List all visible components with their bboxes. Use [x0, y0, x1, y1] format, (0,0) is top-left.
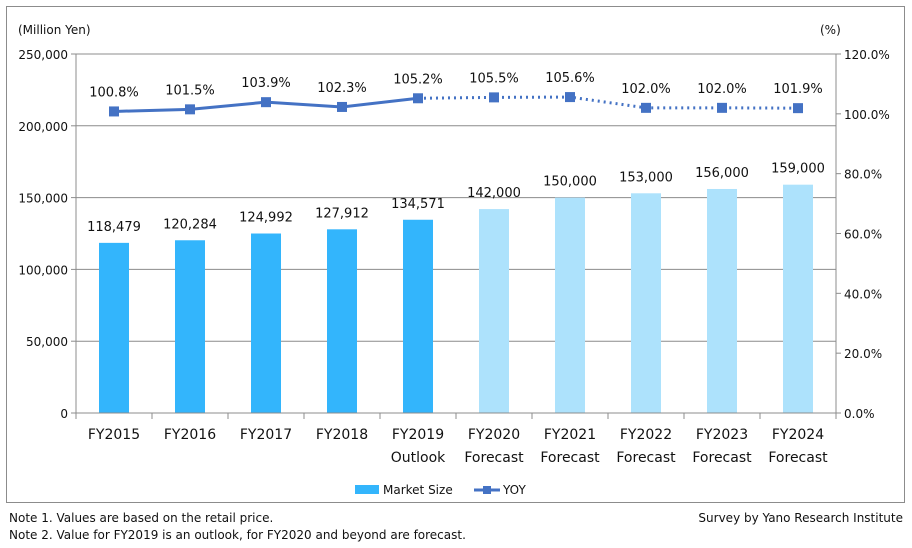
x-axis-category-sublabel: Forecast — [692, 450, 752, 466]
left-axis-unit-label: (Million Yen) — [18, 23, 91, 37]
bar-data-label: 142,000 — [467, 186, 521, 201]
yoy-data-label: 102.0% — [697, 82, 747, 97]
legend-label-yoy: YOY — [502, 483, 526, 497]
x-axis-category-sublabel: Forecast — [616, 450, 676, 466]
x-axis-category-label: FY2020 — [468, 427, 520, 443]
bar-data-label: 153,000 — [619, 170, 673, 185]
x-axis-category-label: FY2023 — [696, 427, 748, 443]
yoy-data-label: 101.9% — [773, 82, 823, 97]
yoy-point — [489, 92, 499, 103]
note-retail-price: Note 1. Values are based on the retail p… — [9, 511, 274, 525]
yoy-data-label: 105.6% — [545, 71, 595, 86]
note-outlook-forecast: Note 2. Value for FY2019 is an outlook, … — [9, 528, 466, 542]
x-axis-category-label: FY2018 — [316, 427, 368, 443]
yoy-point — [109, 106, 119, 117]
left-axis-tick-label: 250,000 — [18, 48, 68, 62]
yoy-data-label: 105.5% — [469, 71, 519, 86]
left-axis-tick-label: 200,000 — [18, 120, 68, 134]
bar-market-size — [99, 242, 129, 413]
bar-market-size — [327, 229, 357, 413]
bar-data-label: 134,571 — [391, 197, 445, 212]
bar-market-size — [631, 193, 661, 413]
yoy-line-forecast — [417, 95, 799, 110]
bar-market-size — [403, 219, 433, 413]
bar-data-label: 159,000 — [771, 162, 825, 177]
yoy-point — [337, 101, 347, 112]
right-axis-unit-label: (%) — [820, 23, 841, 37]
bar-data-label: 156,000 — [695, 166, 749, 181]
x-axis-category-sublabel: Forecast — [768, 450, 828, 466]
right-axis-tick-label: 120.0% — [844, 48, 890, 62]
x-axis-category-label: FY2022 — [620, 427, 672, 443]
bar-market-size — [555, 197, 585, 413]
yoy-data-label: 101.5% — [165, 83, 215, 98]
right-axis-tick-label: 60.0% — [844, 228, 882, 242]
bar-data-label: 124,992 — [239, 211, 293, 226]
bar-market-size — [251, 233, 281, 413]
legend-swatch-market-size — [355, 485, 379, 494]
left-axis-tick-label: 0 — [60, 407, 68, 421]
left-axis-tick-label: 100,000 — [18, 263, 68, 277]
right-axis-tick-label: 40.0% — [844, 287, 882, 301]
bar-market-size — [707, 188, 737, 413]
yoy-data-label: 105.2% — [393, 72, 443, 87]
bar-market-size — [175, 240, 205, 413]
yoy-data-label: 102.3% — [317, 81, 367, 96]
bar-data-label: 150,000 — [543, 175, 597, 190]
yoy-point — [793, 103, 803, 114]
right-axis-tick-label: 100.0% — [844, 108, 890, 122]
yoy-point — [717, 102, 727, 113]
source-credit: Survey by Yano Research Institute — [698, 511, 903, 525]
x-axis-category-label: FY2016 — [164, 427, 216, 443]
x-axis-category-label: FY2019 — [392, 427, 444, 443]
bar-data-label: 127,912 — [315, 206, 369, 221]
yoy-point — [641, 102, 651, 113]
legend-swatch-yoy-marker — [483, 486, 491, 494]
left-axis-tick-label: 150,000 — [18, 192, 68, 206]
yoy-point — [565, 92, 575, 103]
yoy-point — [413, 93, 423, 104]
x-axis-category-sublabel: Forecast — [540, 450, 600, 466]
right-axis-tick-label: 80.0% — [844, 168, 882, 182]
yoy-data-label: 100.8% — [89, 85, 139, 100]
x-axis-category-sublabel: Forecast — [464, 450, 524, 466]
yoy-data-label: 102.0% — [621, 82, 671, 97]
chart-frame — [6, 6, 905, 503]
combo-chart: 118,479 120,284 124,992 127,912 134,571 142,0… — [18, 23, 890, 497]
right-axis-tick-label: 0.0% — [844, 407, 875, 421]
x-axis-category-sublabel: Outlook — [391, 450, 446, 466]
legend-label-market-size: Market Size — [383, 483, 453, 497]
yoy-data-label: 103.9% — [241, 76, 291, 91]
x-axis-category-label: FY2021 — [544, 427, 596, 443]
left-axis-tick-label: 50,000 — [26, 335, 68, 349]
bar-data-label: 118,479 — [87, 220, 141, 235]
x-axis-category-label: FY2015 — [88, 427, 140, 443]
bar-market-size — [783, 184, 813, 413]
bar-market-size — [479, 209, 509, 413]
right-axis-tick-label: 20.0% — [844, 347, 882, 361]
x-axis-category-label: FY2024 — [772, 427, 824, 443]
x-axis-category-label: FY2017 — [240, 427, 292, 443]
bar-data-label: 120,284 — [163, 217, 217, 232]
yoy-point — [185, 104, 195, 115]
yoy-point — [261, 97, 271, 108]
